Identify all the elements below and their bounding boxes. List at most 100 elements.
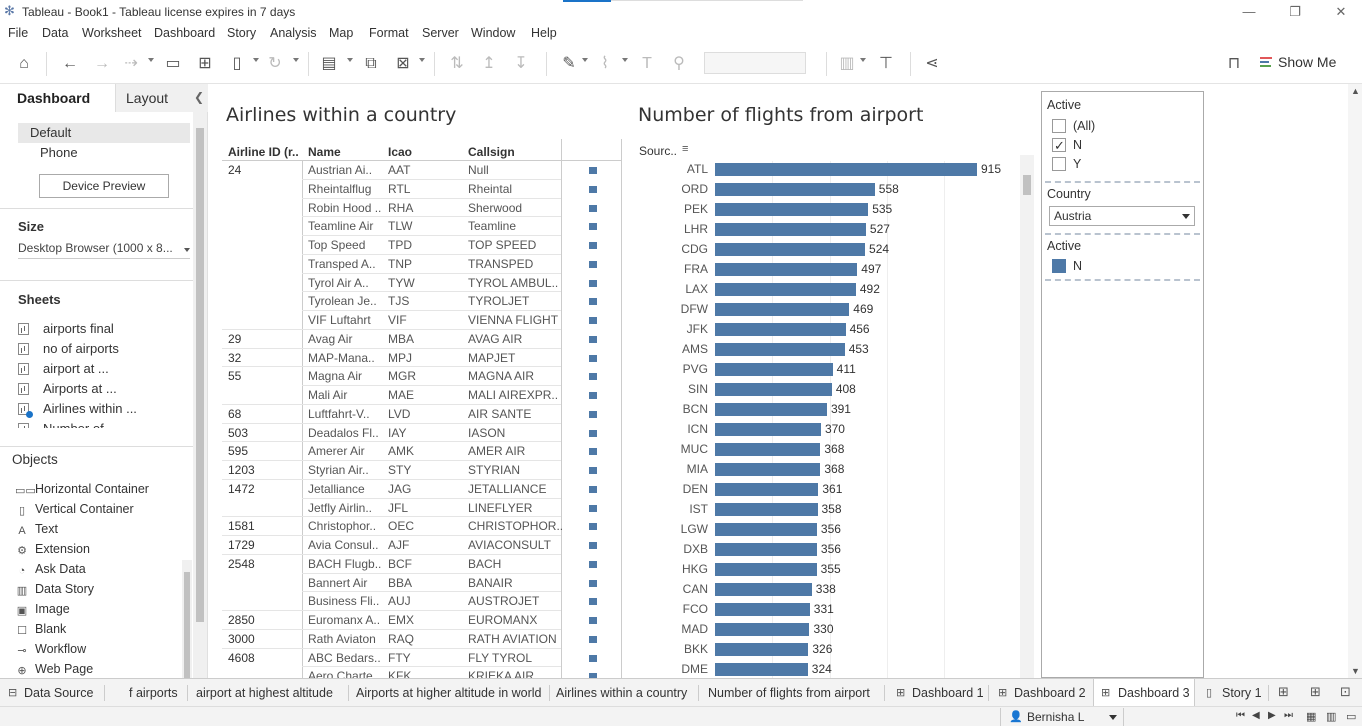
sort-ascending-icon[interactable]: ↥ (482, 55, 496, 72)
sheet-item[interactable]: airports final (18, 319, 190, 339)
bar-ams[interactable] (715, 343, 845, 356)
tab-data-source[interactable]: Data Source (24, 686, 94, 700)
show-me-button[interactable]: Show Me (1260, 54, 1336, 74)
highlight-icon[interactable]: ✎ (562, 55, 576, 72)
row-mark[interactable] (589, 242, 597, 249)
new-story-tab-icon[interactable]: ⊡ (1340, 684, 1351, 699)
sheet-item[interactable]: no of airports (18, 339, 190, 359)
col-header-airline-id[interactable]: Airline ID (r.. (228, 145, 299, 159)
first-sheet-icon[interactable]: ⏮ (1236, 710, 1245, 721)
table-row[interactable]: 32 MAP-Mana.. MPJ MAPJET (222, 349, 622, 368)
save-icon[interactable]: ▭ (165, 55, 181, 72)
replay-icon[interactable]: ⇢ (124, 55, 138, 72)
fit-select[interactable] (704, 52, 806, 74)
sort-descending-icon[interactable]: ↧ (514, 55, 528, 72)
pause-updates-icon[interactable]: ▯ (232, 55, 242, 72)
menu-format[interactable]: Format (369, 26, 409, 40)
row-mark[interactable] (589, 504, 597, 512)
clear-sheet-icon[interactable]: ⊠ (396, 55, 410, 72)
object-item[interactable]: ▯ Vertical Container (15, 499, 185, 519)
tab-story-1[interactable]: Story 1 (1222, 686, 1262, 700)
bar-lhr[interactable] (715, 223, 866, 236)
object-item[interactable]: ☐ Blank (15, 619, 185, 639)
bar-dxb[interactable] (715, 543, 817, 556)
new-dashboard-tab-icon[interactable]: ⊞ (1310, 684, 1321, 699)
table-row[interactable]: Top Speed TPD TOP SPEED (222, 236, 622, 255)
row-mark[interactable] (589, 223, 597, 231)
duplicate-icon[interactable]: ⧉ (365, 55, 377, 72)
tab-sheet[interactable]: f airports (129, 686, 178, 700)
tab-layout[interactable]: Layout (115, 84, 208, 112)
redo-icon[interactable]: → (94, 55, 110, 72)
table-row[interactable]: 29 Avag Air MBA AVAG AIR (222, 330, 622, 349)
menu-window[interactable]: Window (471, 26, 516, 40)
menu-dashboard[interactable]: Dashboard (154, 26, 216, 40)
sort-icon[interactable]: ≡ (682, 143, 689, 155)
device-preview-button[interactable]: Device Preview (39, 174, 169, 198)
bar-pvg[interactable] (715, 363, 833, 376)
bar-dme[interactable] (715, 663, 808, 676)
object-item[interactable]: ▭▭ Horizontal Container (15, 479, 185, 499)
row-mark[interactable] (589, 579, 597, 587)
menu-file[interactable]: File (8, 26, 29, 40)
menu-data[interactable]: Data (42, 26, 69, 40)
swap-icon[interactable]: ⇅ (450, 55, 464, 72)
table-row[interactable]: 2850 Euromanx A.. EMX EUROMANX (222, 611, 622, 630)
col-header-callsign[interactable]: Callsign (468, 145, 515, 159)
bar-pek[interactable] (715, 203, 869, 216)
bar-cdg[interactable] (715, 243, 866, 256)
row-mark[interactable] (589, 204, 597, 212)
pin-icon[interactable]: ⚲ (673, 55, 685, 72)
new-worksheet-tab-icon[interactable]: ⊞ (1278, 684, 1289, 699)
bar-jfk[interactable] (715, 323, 846, 336)
left-panel-scrollbar[interactable] (193, 112, 207, 678)
object-item[interactable]: ⊕ Web Page (15, 659, 185, 679)
bar-bcn[interactable] (715, 403, 827, 416)
bar-atl[interactable] (715, 163, 977, 176)
new-data-source-icon[interactable]: ⊞ (198, 55, 212, 72)
table-row[interactable]: 55 Magna Air MGR MAGNA AIR (222, 367, 622, 387)
bar-fco[interactable] (715, 603, 810, 616)
tab-dashboard-3[interactable]: ⊞ Dashboard 3 (1093, 679, 1195, 707)
row-mark[interactable] (589, 167, 597, 174)
country-select[interactable]: Austria (1049, 206, 1195, 226)
table-row[interactable]: 1581 Christophor.. OEC CHRISTOPHOR.. (222, 517, 622, 537)
tab-dashboard-2[interactable]: Dashboard 2 (1014, 686, 1086, 700)
user-menu[interactable]: 👤 Bernisha L (1000, 708, 1124, 726)
menu-help[interactable]: Help (531, 26, 557, 40)
object-item[interactable]: ◔ Ask Data (15, 559, 185, 579)
new-worksheet-icon[interactable]: ▤ (321, 55, 337, 72)
table-row[interactable]: 1472 Jetalliance JAG JETALLIANCE (222, 480, 622, 499)
row-mark[interactable] (589, 467, 597, 474)
tab-dashboard-1[interactable]: Dashboard 1 (912, 686, 984, 700)
tabs-view-icon[interactable]: ▭ (1346, 711, 1357, 723)
row-mark[interactable] (589, 673, 597, 679)
filmstrip-view-icon[interactable]: ▥ (1326, 711, 1337, 723)
object-item[interactable]: A Text (15, 519, 185, 539)
table-row[interactable]: 595 Amerer Air AMK AMER AIR (222, 442, 622, 462)
tab-sheet[interactable]: Airports at higher altitude in world (356, 686, 542, 700)
row-mark[interactable] (589, 317, 597, 324)
dashboard-scrollbar[interactable]: ▲ ▼ (1348, 84, 1362, 678)
size-select[interactable]: Desktop Browser (1000 x 8... (18, 241, 190, 259)
checkbox[interactable] (1052, 157, 1066, 171)
table-row[interactable]: Business Fli.. AUJ AUSTROJET (222, 592, 622, 612)
bar-hkg[interactable] (715, 563, 817, 576)
bar-lgw[interactable] (715, 523, 817, 536)
bar-can[interactable] (715, 583, 812, 596)
table-row[interactable]: 1203 Styrian Air.. STY STYRIAN (222, 461, 622, 480)
row-mark[interactable] (589, 298, 597, 306)
table-row[interactable]: Tyrolean Je.. TJS TYROLJET (222, 292, 622, 312)
bar-lax[interactable] (715, 283, 856, 296)
bar-dfw[interactable] (715, 303, 850, 316)
bar-mia[interactable] (715, 463, 821, 476)
menu-analysis[interactable]: Analysis (270, 26, 317, 40)
menu-story[interactable]: Story (227, 26, 257, 40)
close-window-button[interactable]: ✕ (1335, 4, 1347, 19)
objects-scrollbar[interactable] (182, 560, 192, 726)
undo-icon[interactable]: ← (62, 55, 78, 72)
row-mark[interactable] (589, 260, 597, 268)
table-row[interactable]: Tyrol Air A.. TYW TYROL AMBUL.. (222, 274, 622, 293)
last-sheet-icon[interactable]: ⏭ (1284, 710, 1293, 721)
bar-sin[interactable] (715, 383, 832, 396)
